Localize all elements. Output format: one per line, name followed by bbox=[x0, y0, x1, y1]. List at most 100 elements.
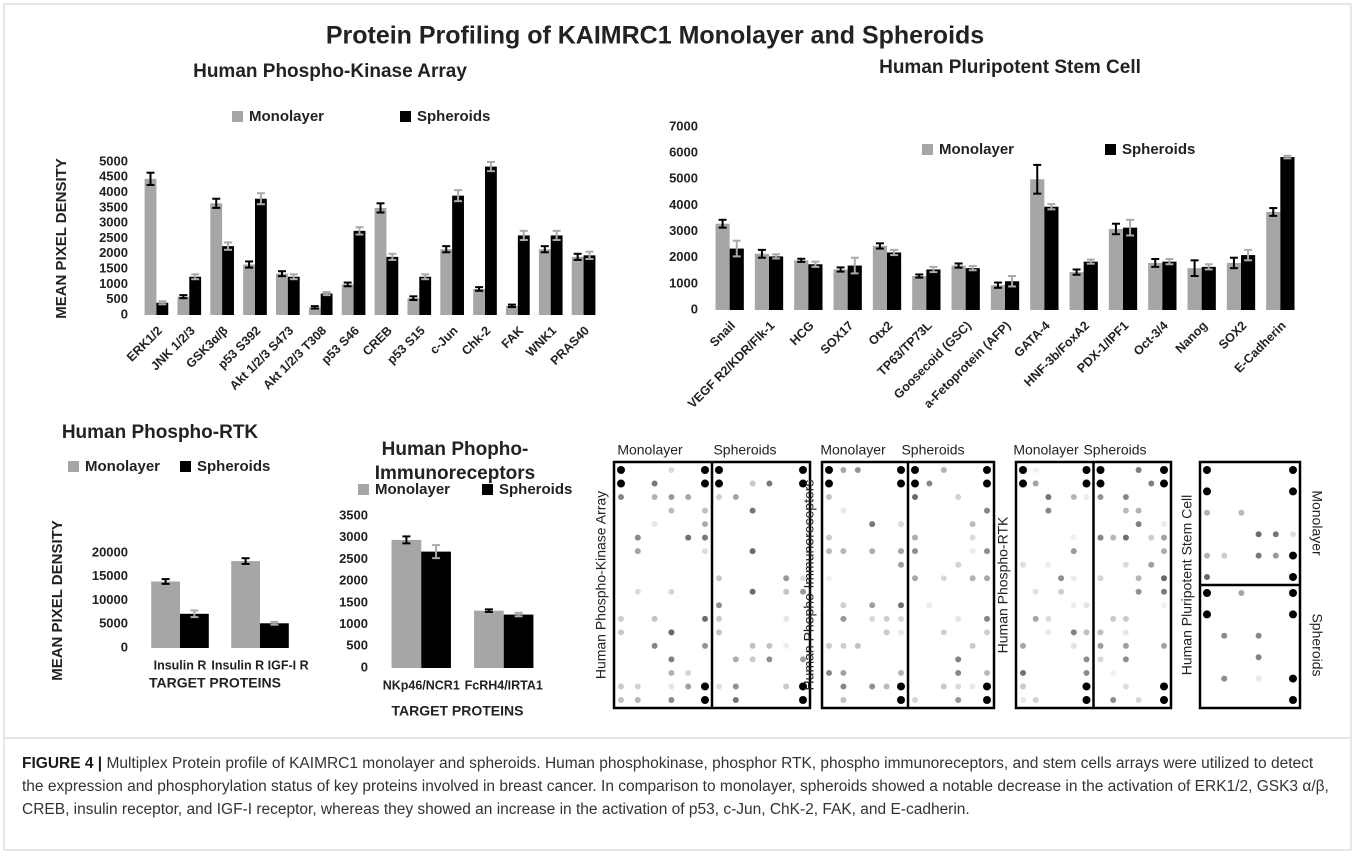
blot-spot bbox=[1221, 633, 1227, 639]
blot-spot bbox=[1071, 602, 1077, 608]
blot-spot bbox=[1083, 696, 1091, 704]
blot-spot bbox=[1289, 466, 1297, 474]
blot-spot bbox=[750, 589, 756, 595]
blot-spot bbox=[1045, 494, 1051, 500]
blot-spot bbox=[1289, 589, 1297, 597]
blot-spot bbox=[668, 589, 674, 595]
blot-spot bbox=[1098, 575, 1104, 581]
blot-spot bbox=[668, 697, 674, 703]
blot-spot bbox=[898, 521, 904, 527]
blot-spot bbox=[1203, 466, 1211, 474]
blot-spot bbox=[668, 670, 674, 676]
blot-spot bbox=[1160, 466, 1168, 474]
bar bbox=[539, 249, 551, 315]
chart-title: Human Phospho-Kinase Array bbox=[193, 61, 467, 82]
blot-spot bbox=[1098, 629, 1104, 635]
bar bbox=[1280, 157, 1294, 310]
blot-spot bbox=[984, 548, 990, 554]
blot-spot bbox=[1097, 466, 1105, 474]
blot-spot bbox=[1161, 575, 1167, 581]
blot-spot bbox=[1020, 683, 1026, 689]
blot-spot bbox=[970, 548, 976, 554]
bar bbox=[873, 246, 887, 310]
y-tick-label: 5000 bbox=[99, 153, 128, 168]
bar bbox=[145, 179, 157, 315]
y-tick-label: 10000 bbox=[92, 592, 128, 607]
blot-spot bbox=[1110, 616, 1116, 622]
y-tick-label: 0 bbox=[121, 639, 128, 654]
blot-spot bbox=[1084, 670, 1090, 676]
blot-label: Human Pluripotent Stem Cell bbox=[1179, 495, 1195, 676]
blot-spot bbox=[941, 629, 947, 635]
blot-spot bbox=[1161, 643, 1167, 649]
blot-spot bbox=[1256, 633, 1262, 639]
bar bbox=[1202, 267, 1216, 310]
blot-spot bbox=[984, 629, 990, 635]
blot-spot bbox=[783, 589, 789, 595]
y-tick-label: 1000 bbox=[669, 275, 698, 290]
blot-spot bbox=[783, 643, 789, 649]
x-tick-label: Oct-3/4 bbox=[1131, 319, 1171, 359]
chart-title: Human Pluripotent Stem Cell bbox=[879, 57, 1141, 78]
blot-spot bbox=[1071, 548, 1077, 554]
blot-spot bbox=[912, 548, 918, 554]
blot-spot bbox=[1097, 480, 1105, 488]
bar bbox=[342, 284, 354, 315]
blot-spot bbox=[1033, 616, 1039, 622]
blot-spot bbox=[869, 683, 875, 689]
blot-spot bbox=[1289, 696, 1297, 704]
blot-spot bbox=[840, 643, 846, 649]
blot-spot bbox=[826, 494, 832, 500]
blot-spot bbox=[912, 494, 918, 500]
y-tick-label: 500 bbox=[106, 291, 128, 306]
blot-spot bbox=[668, 683, 674, 689]
blot-spot bbox=[884, 683, 890, 689]
blot-spot bbox=[1148, 562, 1154, 568]
blot-spot bbox=[840, 467, 846, 473]
y-tick-label: 1500 bbox=[339, 594, 368, 609]
bar bbox=[716, 224, 730, 310]
blot-spot bbox=[826, 575, 832, 581]
blot-spot bbox=[1136, 508, 1142, 514]
blot-header: Spheroids bbox=[1083, 442, 1146, 458]
y-tick-label: 5000 bbox=[99, 616, 128, 631]
chart-title: Human Phospho-RTK bbox=[62, 422, 259, 443]
blot-spot bbox=[1123, 616, 1129, 622]
blot-spot bbox=[1161, 602, 1167, 608]
blot-spot bbox=[1136, 521, 1142, 527]
bar bbox=[440, 249, 452, 315]
blot-spot bbox=[685, 683, 691, 689]
blot-spot bbox=[702, 535, 708, 541]
blot-spot bbox=[1204, 574, 1210, 580]
blot-spot bbox=[1161, 535, 1167, 541]
blot-spot bbox=[1203, 487, 1211, 495]
blot-spot bbox=[1019, 466, 1027, 474]
bar bbox=[321, 294, 333, 315]
blot-spot bbox=[1084, 602, 1090, 608]
x-tick-label: Snail bbox=[707, 319, 738, 350]
blot-spot bbox=[783, 575, 789, 581]
x-tick-label: Insulin R bbox=[154, 658, 207, 672]
y-axis-label: MEAN PIXEL DENSITY bbox=[49, 520, 66, 681]
bar bbox=[1148, 263, 1162, 310]
blot-spot bbox=[1256, 654, 1262, 660]
blot-spot bbox=[869, 602, 875, 608]
blot-spot bbox=[1123, 508, 1129, 514]
blot-spot bbox=[635, 697, 641, 703]
legend-label: Spheroids bbox=[1122, 141, 1195, 158]
blot-spot bbox=[1289, 573, 1297, 581]
blot-spot bbox=[799, 696, 807, 704]
bar bbox=[1162, 262, 1176, 310]
blot-spot bbox=[1058, 589, 1064, 595]
x-axis-label: TARGET PROTEINS bbox=[392, 703, 524, 719]
blot-spot bbox=[941, 575, 947, 581]
blot-spot bbox=[1123, 656, 1129, 662]
bar bbox=[1227, 263, 1241, 310]
blot-spot bbox=[912, 697, 918, 703]
y-tick-label: 4000 bbox=[99, 184, 128, 199]
blot-spot bbox=[668, 629, 674, 635]
blot-spot bbox=[840, 697, 846, 703]
bar bbox=[966, 268, 980, 310]
blot-spot bbox=[766, 656, 772, 662]
blot-spot bbox=[1123, 683, 1129, 689]
